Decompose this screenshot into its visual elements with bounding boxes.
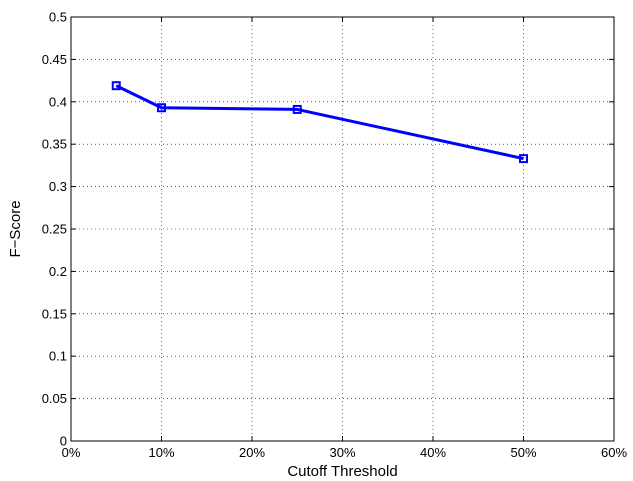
y-tick-label: 0.35 <box>42 137 67 152</box>
data-point-marker <box>157 103 166 113</box>
y-tick-label: 0.2 <box>49 264 67 279</box>
x-tick-label: 50% <box>510 445 536 460</box>
grid-lines <box>71 17 614 441</box>
series-line <box>115 84 524 161</box>
y-tick-label: 0.3 <box>49 179 67 194</box>
data-point-marker <box>519 154 528 164</box>
y-tick-label: 0.1 <box>49 349 67 364</box>
y-tick-label: 0.5 <box>49 10 67 25</box>
x-tick-label: 10% <box>148 445 174 460</box>
x-tick-label: 40% <box>420 445 446 460</box>
x-tick-label: 30% <box>329 445 355 460</box>
y-tick-label: 0.25 <box>42 222 67 237</box>
series-layer <box>111 81 528 164</box>
y-tick-label: 0 <box>60 434 67 449</box>
x-axis-label: Cutoff Threshold <box>287 463 397 480</box>
y-tick-label: 0.45 <box>42 52 67 67</box>
data-point-marker <box>111 81 121 91</box>
y-tick-label: 0.05 <box>42 391 67 406</box>
x-tick-label: 60% <box>601 445 627 460</box>
y-tick-label: 0.4 <box>49 94 67 109</box>
x-tick-label: 0% <box>62 445 81 460</box>
axis-ticks: 0 0.05 0.1 0.15 0.2 0.25 0.3 0.35 0.4 0.45 0.5 0% 10… <box>42 10 628 461</box>
y-tick-label: 0.15 <box>42 306 67 321</box>
x-tick-label: 20% <box>239 445 265 460</box>
y-axis-label: F−Score <box>7 200 24 257</box>
data-point-marker <box>292 104 302 114</box>
